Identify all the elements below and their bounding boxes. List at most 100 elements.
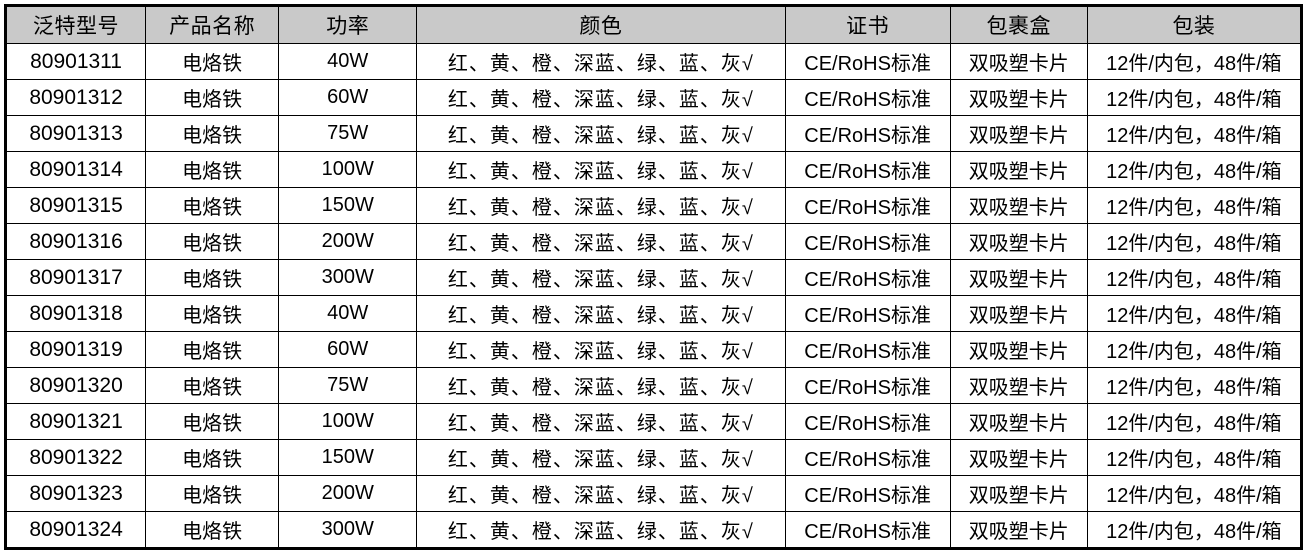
cell-box: 双吸塑卡片 — [949, 331, 1088, 368]
cell-power: 40W — [278, 295, 418, 332]
cell-box: 双吸塑卡片 — [949, 151, 1088, 188]
cell-power: 100W — [278, 403, 418, 440]
table-row: 80901312 电烙铁 60W 红、黄、橙、深蓝、绿、蓝、灰√ CE/RoHS… — [4, 79, 1303, 116]
table-row: 80901316 电烙铁 200W 红、黄、橙、深蓝、绿、蓝、灰√ CE/RoH… — [4, 223, 1303, 260]
cell-pack: 12件/内包，48件/箱 — [1086, 403, 1303, 440]
table-row: 80901311 电烙铁 40W 红、黄、橙、深蓝、绿、蓝、灰√ CE/RoHS… — [4, 43, 1303, 80]
cell-model: 80901317 — [4, 259, 147, 296]
cell-name: 电烙铁 — [145, 151, 280, 188]
cell-box: 双吸塑卡片 — [949, 403, 1088, 440]
cell-model: 80901315 — [4, 187, 147, 224]
cell-model: 80901314 — [4, 151, 147, 188]
table-row: 80901315 电烙铁 150W 红、黄、橙、深蓝、绿、蓝、灰√ CE/RoH… — [4, 187, 1303, 224]
cell-color: 红、黄、橙、深蓝、绿、蓝、灰√ — [416, 259, 786, 296]
cell-color: 红、黄、橙、深蓝、绿、蓝、灰√ — [416, 475, 786, 512]
cell-pack: 12件/内包，48件/箱 — [1086, 187, 1303, 224]
cell-pack: 12件/内包，48件/箱 — [1086, 223, 1303, 260]
cell-pack: 12件/内包，48件/箱 — [1086, 151, 1303, 188]
cell-name: 电烙铁 — [145, 439, 280, 476]
cell-power: 60W — [278, 79, 418, 116]
table-row: 80901322 电烙铁 150W 红、黄、橙、深蓝、绿、蓝、灰√ CE/RoH… — [4, 439, 1303, 476]
cell-name: 电烙铁 — [145, 79, 280, 116]
cell-cert: CE/RoHS标准 — [784, 367, 951, 404]
cell-model: 80901322 — [4, 439, 147, 476]
cell-cert: CE/RoHS标准 — [784, 115, 951, 152]
cell-box: 双吸塑卡片 — [949, 475, 1088, 512]
cell-name: 电烙铁 — [145, 187, 280, 224]
cell-cert: CE/RoHS标准 — [784, 511, 951, 549]
cell-color: 红、黄、橙、深蓝、绿、蓝、灰√ — [416, 43, 786, 80]
cell-pack: 12件/内包，48件/箱 — [1086, 511, 1303, 549]
cell-box: 双吸塑卡片 — [949, 295, 1088, 332]
cell-model: 80901319 — [4, 331, 147, 368]
header-row: 泛特型号 产品名称 功率 颜色 证书 包裹盒 包装 — [4, 5, 1303, 44]
cell-pack: 12件/内包，48件/箱 — [1086, 295, 1303, 332]
cell-cert: CE/RoHS标准 — [784, 151, 951, 188]
cell-pack: 12件/内包，48件/箱 — [1086, 439, 1303, 476]
cell-power: 40W — [278, 43, 418, 80]
cell-box: 双吸塑卡片 — [949, 79, 1088, 116]
column-header-color: 颜色 — [416, 5, 786, 44]
table-row: 80901314 电烙铁 100W 红、黄、橙、深蓝、绿、蓝、灰√ CE/RoH… — [4, 151, 1303, 188]
cell-power: 100W — [278, 151, 418, 188]
cell-color: 红、黄、橙、深蓝、绿、蓝、灰√ — [416, 151, 786, 188]
cell-box: 双吸塑卡片 — [949, 439, 1088, 476]
cell-box: 双吸塑卡片 — [949, 187, 1088, 224]
cell-model: 80901311 — [4, 43, 147, 80]
cell-model: 80901323 — [4, 475, 147, 512]
cell-color: 红、黄、橙、深蓝、绿、蓝、灰√ — [416, 511, 786, 549]
cell-color: 红、黄、橙、深蓝、绿、蓝、灰√ — [416, 79, 786, 116]
cell-box: 双吸塑卡片 — [949, 43, 1088, 80]
cell-pack: 12件/内包，48件/箱 — [1086, 331, 1303, 368]
spec-table-container: 泛特型号 产品名称 功率 颜色 证书 包裹盒 包装 80901311 电烙铁 4… — [4, 4, 1303, 550]
cell-pack: 12件/内包，48件/箱 — [1086, 43, 1303, 80]
table-row: 80901321 电烙铁 100W 红、黄、橙、深蓝、绿、蓝、灰√ CE/RoH… — [4, 403, 1303, 440]
table-row: 80901319 电烙铁 60W 红、黄、橙、深蓝、绿、蓝、灰√ CE/RoHS… — [4, 331, 1303, 368]
column-header-box: 包裹盒 — [949, 5, 1088, 44]
cell-cert: CE/RoHS标准 — [784, 331, 951, 368]
column-header-pack: 包装 — [1086, 5, 1303, 44]
cell-model: 80901312 — [4, 79, 147, 116]
cell-pack: 12件/内包，48件/箱 — [1086, 367, 1303, 404]
cell-pack: 12件/内包，48件/箱 — [1086, 115, 1303, 152]
cell-color: 红、黄、橙、深蓝、绿、蓝、灰√ — [416, 223, 786, 260]
cell-name: 电烙铁 — [145, 367, 280, 404]
cell-model: 80901321 — [4, 403, 147, 440]
cell-box: 双吸塑卡片 — [949, 223, 1088, 260]
cell-color: 红、黄、橙、深蓝、绿、蓝、灰√ — [416, 187, 786, 224]
cell-name: 电烙铁 — [145, 331, 280, 368]
cell-model: 80901316 — [4, 223, 147, 260]
cell-pack: 12件/内包，48件/箱 — [1086, 79, 1303, 116]
cell-name: 电烙铁 — [145, 475, 280, 512]
cell-name: 电烙铁 — [145, 223, 280, 260]
cell-name: 电烙铁 — [145, 511, 280, 549]
cell-name: 电烙铁 — [145, 295, 280, 332]
cell-power: 300W — [278, 259, 418, 296]
table-row: 80901317 电烙铁 300W 红、黄、橙、深蓝、绿、蓝、灰√ CE/RoH… — [4, 259, 1303, 296]
cell-cert: CE/RoHS标准 — [784, 439, 951, 476]
table-header: 泛特型号 产品名称 功率 颜色 证书 包裹盒 包装 — [4, 5, 1303, 44]
cell-cert: CE/RoHS标准 — [784, 475, 951, 512]
cell-name: 电烙铁 — [145, 403, 280, 440]
column-header-name: 产品名称 — [145, 5, 280, 44]
cell-name: 电烙铁 — [145, 43, 280, 80]
cell-cert: CE/RoHS标准 — [784, 43, 951, 80]
cell-power: 60W — [278, 331, 418, 368]
table-row: 80901324 电烙铁 300W 红、黄、橙、深蓝、绿、蓝、灰√ CE/RoH… — [4, 511, 1303, 549]
cell-model: 80901318 — [4, 295, 147, 332]
cell-cert: CE/RoHS标准 — [784, 259, 951, 296]
cell-box: 双吸塑卡片 — [949, 367, 1088, 404]
cell-power: 75W — [278, 367, 418, 404]
cell-model: 80901324 — [4, 511, 147, 549]
cell-cert: CE/RoHS标准 — [784, 79, 951, 116]
cell-color: 红、黄、橙、深蓝、绿、蓝、灰√ — [416, 367, 786, 404]
cell-power: 150W — [278, 187, 418, 224]
cell-cert: CE/RoHS标准 — [784, 223, 951, 260]
cell-power: 200W — [278, 475, 418, 512]
column-header-cert: 证书 — [784, 5, 951, 44]
cell-cert: CE/RoHS标准 — [784, 295, 951, 332]
table-row: 80901320 电烙铁 75W 红、黄、橙、深蓝、绿、蓝、灰√ CE/RoHS… — [4, 367, 1303, 404]
cell-pack: 12件/内包，48件/箱 — [1086, 475, 1303, 512]
table-row: 80901323 电烙铁 200W 红、黄、橙、深蓝、绿、蓝、灰√ CE/RoH… — [4, 475, 1303, 512]
column-header-power: 功率 — [278, 5, 418, 44]
